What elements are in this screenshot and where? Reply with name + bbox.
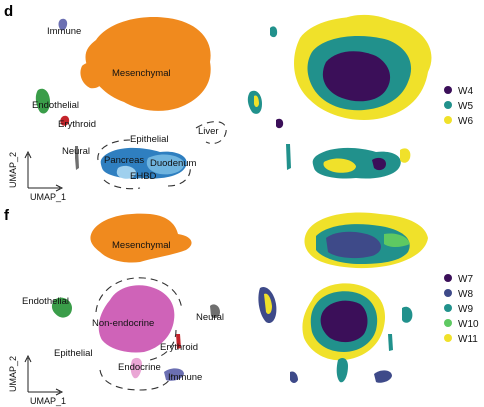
label-immune-f: Immune	[168, 372, 202, 383]
panel-d: d Immune Mesenchymal Endothelial Erythro…	[4, 3, 473, 202]
cluster-erythroid-f	[176, 334, 181, 349]
cluster-mesenchymal-f	[90, 213, 192, 263]
week-cluster-bottom-left-f	[290, 371, 298, 383]
outline-nonendocrine-f	[95, 277, 183, 313]
legend-label-w8: W8	[458, 289, 473, 300]
week-region-w8-f	[326, 231, 381, 259]
cluster-immune-f	[164, 368, 184, 381]
outline-epithelial-d-2	[103, 179, 141, 190]
cluster-mesenchymal-d	[85, 16, 211, 111]
label-endothelial-f: Endothelial	[22, 296, 69, 307]
week-region-main-f-dark	[320, 300, 368, 343]
legend-f: W7 W8 W9 W10 W11	[444, 274, 479, 345]
outline-endocrine-f	[99, 369, 173, 391]
label-neural-f: Neural	[196, 312, 224, 323]
label-endothelial-d: Endothelial	[32, 100, 79, 111]
cluster-endothelial-d	[35, 88, 50, 114]
legend-marker-w4	[444, 86, 452, 94]
legend-label-w10: W10	[458, 319, 479, 330]
cluster-nonendocrine-f	[98, 285, 175, 353]
legend-marker-w10	[444, 319, 452, 327]
week-region-w10-f	[384, 233, 410, 247]
label-ehbd-d: EHBD	[130, 171, 157, 182]
panel-label-f: f	[4, 207, 10, 224]
axis-y-label-f: UMAP_2	[8, 356, 18, 392]
week-cluster-endocrine-f	[336, 358, 348, 383]
legend-marker-w7	[444, 274, 452, 282]
week-cluster-erythroid-d	[276, 118, 284, 129]
legend-label-w6: W6	[458, 116, 473, 127]
panel-f: f Mesenchymal Endothelial Non-endocrine …	[4, 207, 479, 406]
label-neural-d: Neural	[62, 146, 90, 157]
umap-celltype-f: Mesenchymal Endothelial Non-endocrine Ne…	[8, 213, 224, 406]
week-cluster-epithelial-d-yellow	[323, 158, 356, 173]
cluster-immune-d	[58, 18, 68, 31]
outline-epithelial-d	[97, 139, 131, 161]
cluster-mesenchymal-d-lobe	[80, 62, 106, 89]
week-cluster-left-f-yellow	[264, 293, 272, 314]
axis-x-label-d: UMAP_1	[30, 192, 66, 202]
label-erythroid-d: Erythroid	[58, 119, 96, 130]
week-cluster-erythroid-f	[388, 334, 393, 351]
label-endocrine-f: Endocrine	[118, 362, 161, 373]
legend-d: W4 W5 W6	[444, 86, 473, 127]
cluster-ehbd-d	[116, 165, 136, 179]
cluster-endothelial-f	[51, 297, 72, 318]
label-liver-d: Liver	[198, 126, 219, 137]
week-region-w6-topright-d	[340, 14, 394, 29]
axis-arrows-f	[24, 354, 64, 396]
legend-marker-w9	[444, 304, 452, 312]
axis-y-label-d: UMAP_2	[8, 152, 18, 188]
week-cluster-endothelial-d-yellow	[254, 95, 259, 107]
legend-marker-w5	[444, 101, 452, 109]
legend-label-w5: W5	[458, 101, 473, 112]
week-region-w4-d	[322, 51, 391, 102]
label-epithelial-d: Epithelial	[130, 134, 169, 145]
legend-marker-w8	[444, 289, 452, 297]
week-cluster-liver-d	[400, 148, 411, 163]
label-mesenchymal-d: Mesenchymal	[112, 68, 171, 79]
cluster-duodenum-d	[146, 154, 185, 175]
outline-epithelial-d-3	[167, 165, 191, 187]
label-pancreas-d: Pancreas	[104, 155, 144, 166]
week-cluster-neural-f	[402, 306, 413, 323]
panel-label-d: d	[4, 3, 13, 20]
umap-week-f	[258, 212, 428, 383]
cluster-neural-f	[210, 304, 220, 319]
week-cluster-immune-f	[374, 370, 392, 383]
label-nonendocrine-f: Non-endocrine	[92, 318, 154, 329]
label-mesenchymal-f: Mesenchymal	[112, 240, 171, 251]
label-epithelial-f: Epithelial	[54, 348, 93, 359]
outline-nonendocrine-f-2	[149, 329, 177, 361]
axis-x-label-f: UMAP_1	[30, 396, 66, 406]
axis-arrows-d	[24, 150, 64, 192]
legend-marker-w6	[444, 116, 452, 124]
legend-label-w7: W7	[458, 274, 473, 285]
legend-marker-w11	[444, 334, 452, 342]
label-erythroid-f: Erythroid	[160, 342, 198, 353]
label-immune-d: Immune	[47, 26, 81, 37]
umap-week-d	[247, 14, 432, 179]
label-duodenum-d: Duodenum	[150, 158, 197, 169]
legend-label-w9: W9	[458, 304, 473, 315]
cluster-endocrine-f	[130, 357, 142, 379]
week-cluster-immune-d	[270, 26, 278, 38]
cluster-neural-d	[75, 146, 79, 170]
cluster-erythroid-d	[60, 115, 70, 126]
week-cluster-neural-d	[286, 144, 291, 170]
umap-celltype-d: Immune Mesenchymal Endothelial Erythroid…	[8, 16, 227, 202]
legend-label-w11: W11	[458, 334, 478, 345]
week-cluster-dark-d	[372, 157, 386, 171]
legend-label-w4: W4	[458, 86, 473, 97]
outline-liver-d	[195, 121, 227, 145]
